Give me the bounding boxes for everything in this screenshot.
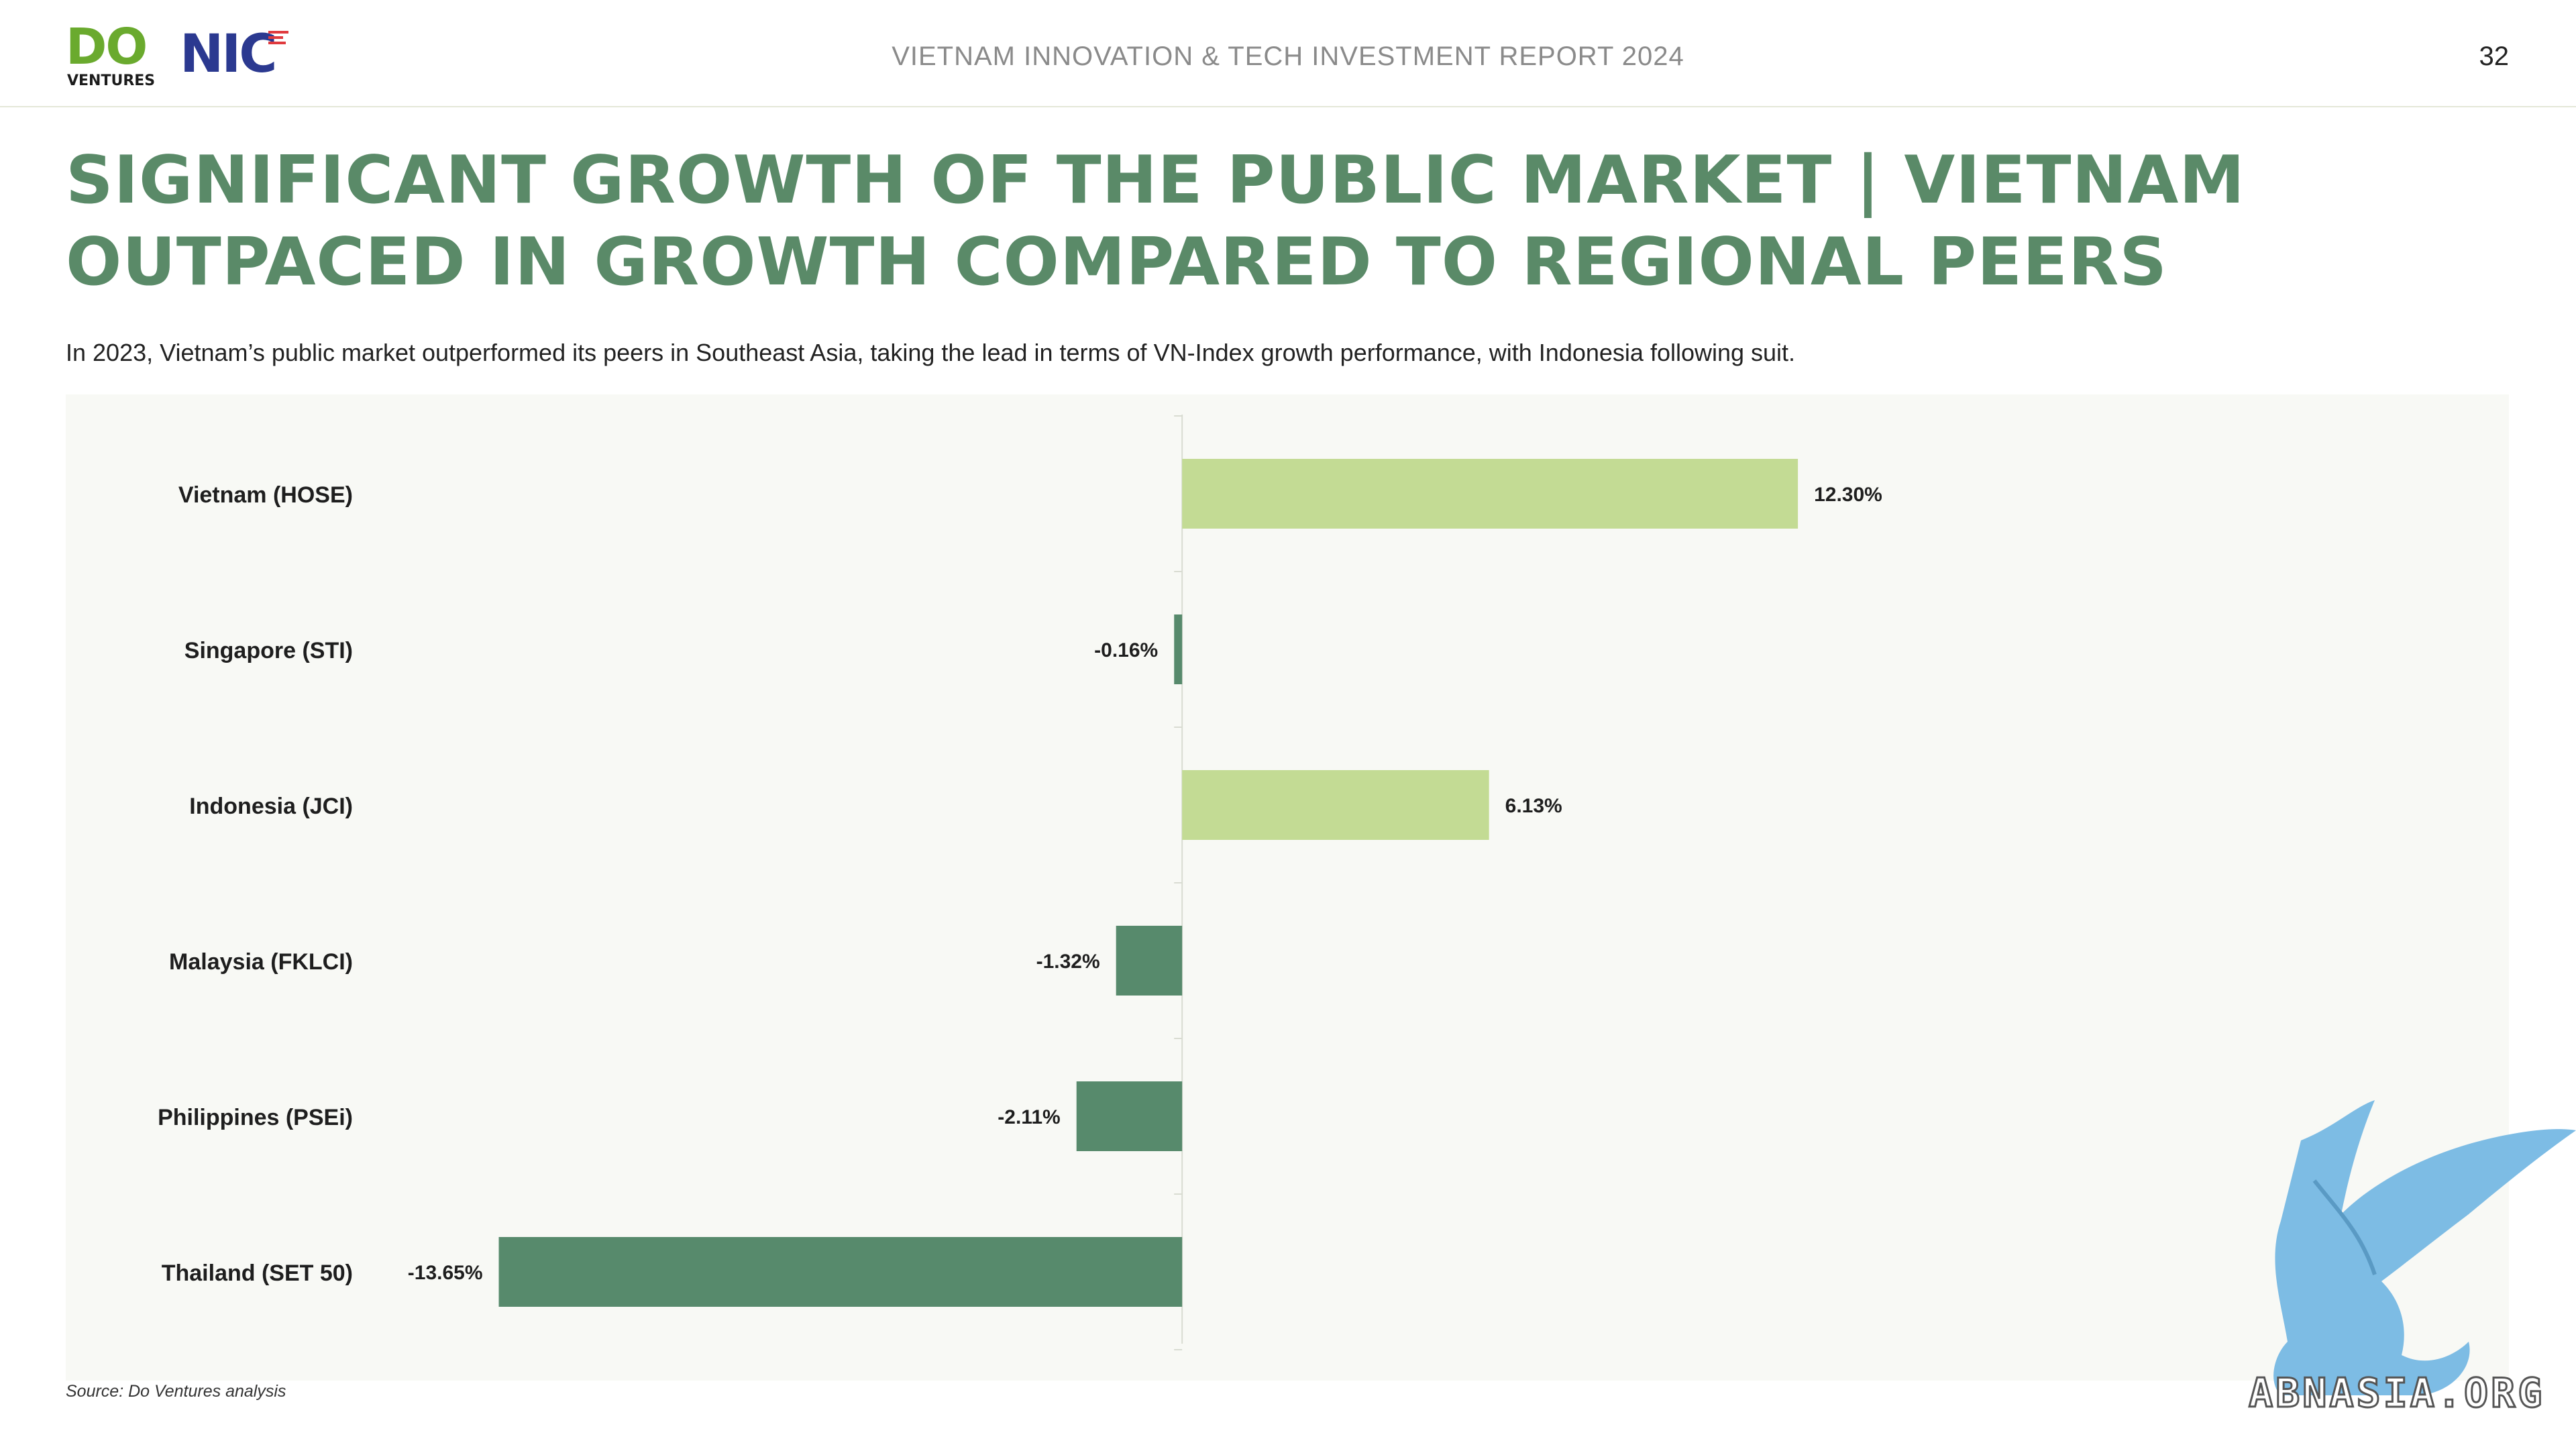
page-number: 32 (2479, 42, 2510, 71)
do-ventures-logo: DO VENTURES (66, 18, 156, 94)
bar (1116, 926, 1183, 996)
category-label: Thailand (SET 50) (162, 1260, 353, 1286)
category-label: Philippines (PSEi) (158, 1105, 353, 1130)
nic-logo-mark-icon (268, 31, 288, 44)
category-label: Singapore (STI) (184, 638, 353, 663)
report-title: VIETNAM INNOVATION & TECH INVESTMENT REP… (892, 42, 1684, 71)
slide-subtitle: In 2023, Vietnam’s public market outperf… (66, 339, 1796, 366)
data-label: -2.11% (998, 1106, 1060, 1128)
bar (1182, 459, 1799, 529)
bar (1174, 614, 1183, 684)
data-label: -13.65% (408, 1262, 483, 1284)
category-label: Malaysia (FKLCI) (169, 949, 353, 975)
data-label: -0.16% (1094, 639, 1158, 661)
do-logo-text: DO (66, 18, 148, 76)
category-label: Indonesia (JCI) (189, 794, 353, 819)
do-logo-subtext: VENTURES (67, 72, 156, 89)
bar (1182, 770, 1489, 840)
data-label: -1.32% (1036, 951, 1100, 973)
data-label: 6.13% (1505, 795, 1562, 817)
griffin-watermark-icon (2273, 1100, 2576, 1395)
watermark-text: ABNASIA.ORG (2247, 1369, 2545, 1418)
category-label: Vietnam (HOSE) (178, 482, 353, 508)
source-note: Source: Do Ventures analysis (66, 1382, 286, 1401)
bar (1076, 1081, 1183, 1151)
page-header: DO VENTURES NIC VIETNAM INNOVATION & TEC… (0, 0, 2576, 107)
nic-logo: NIC (180, 25, 301, 86)
bar-chart: Vietnam (HOSE) 12.30% Singapore (STI) -0.16… (158, 415, 1882, 1350)
slide-title: SIGNIFICANT GROWTH OF THE PUBLIC MARKET … (66, 142, 2245, 301)
data-label: 12.30% (1814, 484, 1882, 506)
chart-panel: Vietnam (HOSE) 12.30% Singapore (STI) -0.16… (66, 394, 2509, 1381)
nic-logo-text: NIC (180, 24, 278, 85)
bar (498, 1237, 1183, 1307)
